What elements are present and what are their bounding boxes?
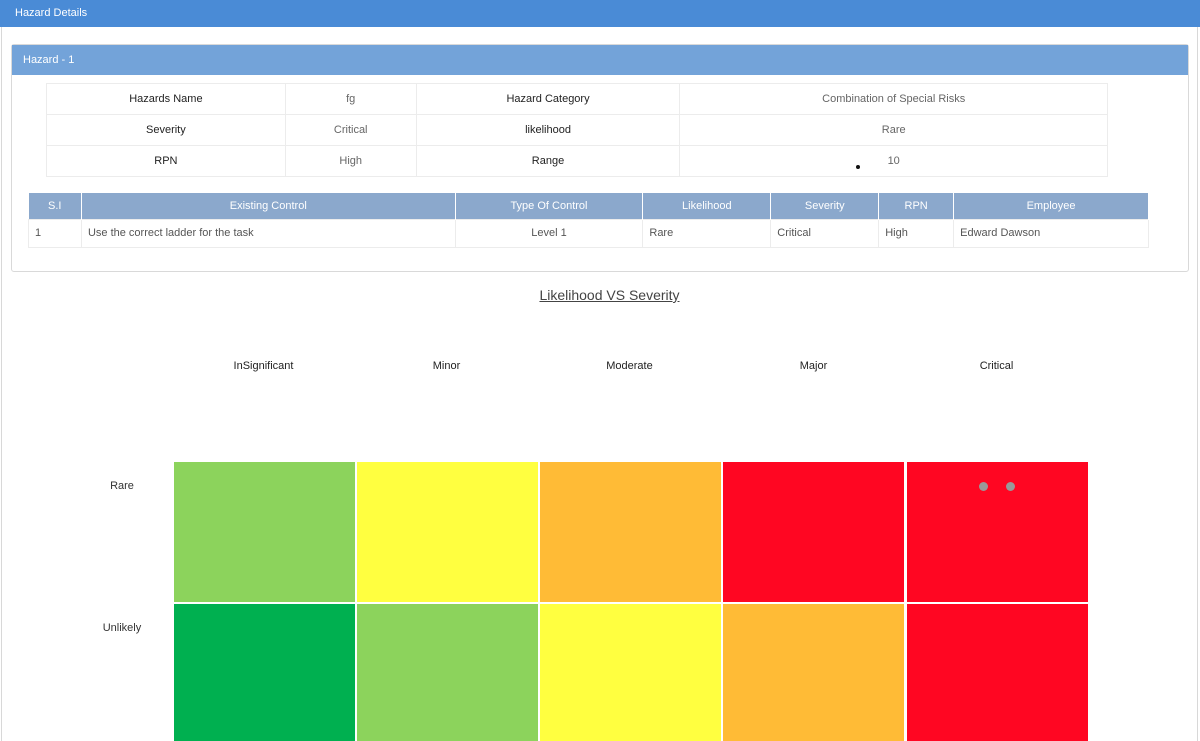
cell-existing-control: Use the correct ladder for the task [80,218,456,248]
matrix-cell[interactable] [723,462,904,602]
info-row: Severity Critical likelihood Rare [46,114,1108,146]
hazard-name-value: fg [284,83,417,115]
col-header-type-of-control[interactable]: Type Of Control [455,193,644,219]
matrix-cell[interactable] [357,604,538,741]
range-cell: 10 [679,145,1108,177]
severity-header-moderate: Moderate [606,360,653,372]
matrix-cell[interactable] [723,604,904,741]
window-title-bar: Hazard Details [0,0,1200,27]
matrix-cell[interactable] [174,462,355,602]
range-value: 10 [887,155,900,167]
info-row: RPN High Range 10 [46,145,1108,177]
window-title: Hazard Details [15,7,88,19]
likelihood-label: likelihood [415,114,681,146]
hazard-info-table: Hazards Name fg Hazard Category Combinat… [46,83,1108,177]
cell-rpn: High [878,218,955,248]
matrix-cell-rare-critical[interactable] [907,462,1088,602]
range-dot [856,165,861,169]
matrix-cell[interactable] [174,604,355,741]
matrix-cell[interactable] [907,604,1088,741]
hazard-category-label: Hazard Category [415,83,681,115]
rpn-label: RPN [46,145,286,177]
info-row: Hazards Name fg Hazard Category Combinat… [46,83,1108,115]
hazard-panel: Hazard - 1 Hazards Name fg Hazard Catego… [11,44,1189,272]
severity-label: Severity [46,114,286,146]
hazard-name-label: Hazards Name [46,83,286,115]
cell-severity: Critical [770,218,880,248]
col-header-employee[interactable]: Employee [953,193,1149,219]
likelihood-value: Rare [679,114,1108,146]
range-label: Range [415,145,681,177]
col-header-si[interactable]: S.I [28,193,82,219]
matrix-cell[interactable] [540,462,721,602]
hazard-panel-title: Hazard - 1 [23,54,75,66]
table-row: 1 Use the correct ladder for the task Le… [28,218,1149,248]
likelihood-label-unlikely: Unlikely [102,622,142,634]
rpn-value: High [284,145,417,177]
hazard-marker[interactable] [979,482,988,491]
hazard-marker[interactable] [1006,482,1015,491]
cell-employee: Edward Dawson [953,218,1149,248]
matrix-cell[interactable] [540,604,721,741]
severity-header-major: Major [799,360,828,372]
matrix-cell[interactable] [357,462,538,602]
existing-controls-table: S.I Existing Control Type Of Control Lik… [28,193,1149,248]
hazard-category-value: Combination of Special Risks [679,83,1108,115]
controls-header-row: S.I Existing Control Type Of Control Lik… [28,193,1149,219]
matrix-title: Likelihood VS Severity [539,287,680,303]
cell-type-of-control: Level 1 [454,218,644,248]
col-header-rpn[interactable]: RPN [878,193,955,219]
hazard-panel-header[interactable]: Hazard - 1 [12,45,1188,75]
severity-header-critical: Critical [979,360,1014,372]
col-header-severity[interactable]: Severity [770,193,880,219]
col-header-existing-control[interactable]: Existing Control [81,193,456,219]
severity-header-minor: Minor [432,360,461,372]
severity-header-insignificant: InSignificant [233,360,294,372]
cell-likelihood: Rare [642,218,772,248]
col-header-likelihood[interactable]: Likelihood [642,193,772,219]
severity-value: Critical [284,114,417,146]
likelihood-label-rare: Rare [110,480,134,492]
cell-si: 1 [28,218,82,248]
content-frame [1,27,1198,741]
